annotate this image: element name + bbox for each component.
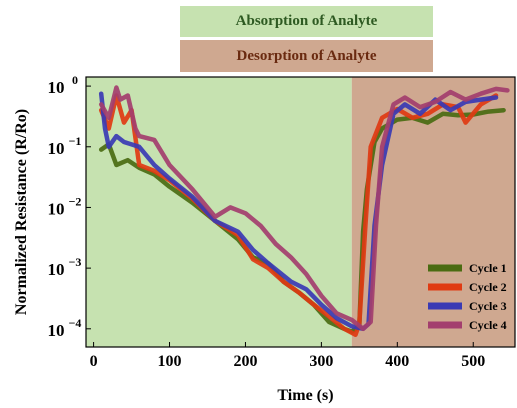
legend-label-cycle-1: Cycle 1 [469,261,507,275]
x-axis-label: Time (s) [277,387,333,404]
desorption-band: Desorption of Analyte [180,40,433,72]
y-tick-label: 10 [48,78,65,97]
series-line-cycle-2 [98,93,499,337]
plot-frame [85,76,516,348]
y-tick-label: 10 [48,321,65,340]
series-line-cycle-1 [98,107,506,334]
legend-label-cycle-2: Cycle 2 [469,280,507,294]
y-tick-exponent: −1 [69,134,82,148]
x-tick-label: 100 [158,353,182,370]
legend-label-cycle-3: Cycle 3 [469,299,507,313]
x-tick-label: 400 [385,353,409,370]
legend: Cycle 1 Cycle 2 Cycle 3 Cycle 4 [428,261,507,332]
absorption-band: Absorption of Analyte [180,6,433,37]
y-tick-label: 10 [48,139,65,158]
series-line-cycle-4 [98,85,510,332]
y-tick-label: 10 [48,260,65,279]
x-tick-label: 0 [90,353,98,370]
x-tick-label: 300 [309,353,333,370]
y-tick-exponent: −3 [69,255,82,269]
x-tick-label: 200 [233,353,257,370]
legend-label-cycle-4: Cycle 4 [469,318,507,332]
y-tick-label: 10 [48,199,65,218]
y-tick-exponent: −4 [69,316,82,330]
series-line-cycle-3 [98,91,499,332]
absorption-label: Absorption of Analyte [235,13,378,29]
y-tick-exponent: −2 [69,194,82,208]
desorption-label: Desorption of Analyte [236,47,377,64]
y-axis-label: Normalized Resistance (R/Ro) [13,109,30,315]
x-tick-label: 500 [461,353,485,370]
y-tick-exponent: 0 [72,73,78,87]
